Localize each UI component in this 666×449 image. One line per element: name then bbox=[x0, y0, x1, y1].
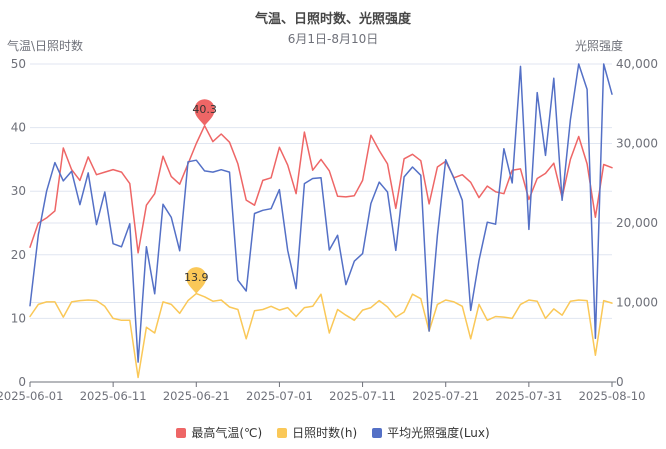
x-tick-label: 2025-07-31 bbox=[495, 389, 562, 403]
left-y-tick-label: 50 bbox=[11, 57, 26, 71]
left-y-tick-label: 30 bbox=[11, 184, 26, 198]
right-y-tick-label: 10,000 bbox=[616, 296, 658, 310]
right-y-tick-label: 30,000 bbox=[616, 137, 658, 151]
x-tick-label: 2025-07-21 bbox=[412, 389, 479, 403]
series-line-2 bbox=[29, 63, 613, 363]
left-axis-name: 气温\日照时数 bbox=[7, 39, 84, 53]
legend-swatch-icon bbox=[372, 427, 383, 438]
right-axis-name: 光照强度 bbox=[574, 39, 623, 53]
legend-label: 平均光照强度(Lux) bbox=[387, 426, 490, 440]
chart-title: 气温、日照时数、光照强度 bbox=[254, 12, 411, 27]
x-tick-label: 2025-07-11 bbox=[329, 389, 396, 403]
x-tick-label: 2025-06-11 bbox=[80, 389, 147, 403]
legend-label: 最高气温(℃) bbox=[191, 426, 263, 440]
right-y-tick-label: 20,000 bbox=[616, 216, 658, 230]
markpoint-label: 40.3 bbox=[192, 103, 217, 116]
right-y-tick-label: 0 bbox=[616, 375, 624, 389]
legend-swatch-icon bbox=[277, 427, 288, 438]
legend-label: 日照时数(h) bbox=[292, 426, 358, 440]
markpoint-label: 13.9 bbox=[184, 271, 209, 284]
x-tick-label: 2025-08-10 bbox=[579, 389, 646, 403]
legend-item-1[interactable]: 日照时数(h) bbox=[277, 424, 357, 441]
left-y-tick-label: 0 bbox=[18, 375, 26, 389]
series-line-0 bbox=[29, 124, 613, 254]
left-y-tick-label: 20 bbox=[11, 248, 26, 262]
legend-item-2[interactable]: 平均光照强度(Lux) bbox=[372, 424, 490, 441]
x-tick-label: 2025-06-21 bbox=[163, 389, 230, 403]
left-y-tick-label: 40 bbox=[11, 121, 26, 135]
right-y-tick-label: 40,000 bbox=[616, 57, 658, 71]
legend: 最高气温(℃) 日照时数(h) 平均光照强度(Lux) bbox=[0, 424, 666, 441]
x-tick-label: 2025-06-01 bbox=[0, 389, 63, 403]
markpoint-pin bbox=[194, 99, 215, 126]
legend-swatch-icon bbox=[176, 427, 187, 438]
legend-item-0[interactable]: 最高气温(℃) bbox=[176, 424, 262, 441]
x-tick-label: 2025-07-01 bbox=[246, 389, 313, 403]
markpoint-pin bbox=[186, 267, 207, 294]
series-line-1 bbox=[29, 292, 613, 379]
chart-subtitle: 6月1日-8月10日 bbox=[287, 32, 379, 46]
left-y-tick-label: 10 bbox=[11, 311, 26, 325]
